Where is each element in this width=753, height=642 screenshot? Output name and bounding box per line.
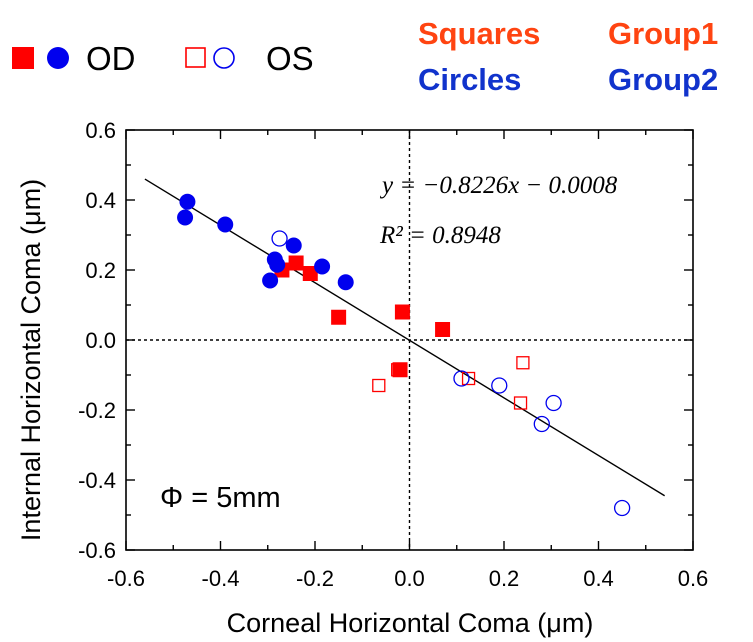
y-tick-label: 0.4: [85, 188, 116, 213]
x-tick-label: 0.2: [489, 566, 520, 591]
circles-label: Circles: [418, 62, 521, 97]
open-square-point: [372, 378, 386, 393]
regression-line: [144, 178, 666, 497]
y-axis-title: Internal Horizontal Coma (μm): [16, 179, 46, 541]
filled-square-point: [435, 322, 451, 337]
fit-line-group: [144, 178, 666, 497]
filled-circle-point: [314, 258, 331, 275]
legend-os-label: OS: [266, 40, 314, 77]
open-square-point: [513, 396, 528, 410]
tick-labels: -0.6 -0.4 -0.2 0.0 0.2 0.4 0.6 0.6 0.4 0.2 0.0 -0.2…: [78, 118, 708, 591]
x-tick-label: 0.0: [394, 566, 425, 591]
filled-square-point: [288, 255, 304, 271]
filled-circle-point: [269, 256, 286, 273]
filled-square-point: [331, 309, 347, 325]
open-square-point: [391, 363, 405, 377]
filled-circle-point: [217, 216, 234, 233]
open-circle-point: [453, 370, 470, 387]
group1-label: Group1: [608, 16, 718, 51]
open-circle-point: [271, 230, 288, 247]
data-points: [177, 193, 631, 517]
ticks: [125, 129, 694, 551]
y-tick-label: 0.2: [85, 258, 116, 283]
filled-circle-point: [262, 272, 279, 289]
y-tick-label: -0.6: [78, 538, 116, 563]
open-circle-point: [613, 499, 631, 517]
legend-od-label: OD: [86, 40, 136, 77]
legend-os-square-marker: [185, 47, 206, 68]
aperture-label: Φ = 5mm: [160, 482, 281, 514]
filled-circle-point: [177, 209, 194, 226]
open-square-point: [461, 371, 476, 386]
regression-equation: y = −0.8226x − 0.0008: [379, 172, 618, 199]
open-circle-point: [491, 377, 508, 394]
open-circle-point: [545, 394, 562, 412]
y-tick-label: 0.6: [85, 118, 116, 143]
x-axis-title: Corneal Horizontal Coma (μm): [227, 608, 594, 638]
open-circle-point: [533, 415, 550, 433]
group2-label: Group2: [608, 62, 718, 97]
filled-square-point: [302, 266, 318, 281]
open-square-point: [516, 356, 530, 370]
legend-os-circle-marker: [213, 47, 235, 69]
filled-circle-point: [285, 237, 302, 254]
x-tick-label: 0.6: [678, 566, 709, 591]
legend-od-circle-marker: [47, 47, 69, 69]
filled-square-point: [394, 304, 410, 320]
x-tick-label: -0.4: [202, 566, 240, 591]
filled-circle-point: [179, 193, 196, 210]
y-tick-label: 0.0: [85, 328, 116, 353]
x-tick-label: -0.2: [296, 566, 334, 591]
x-tick-label: 0.4: [583, 566, 614, 591]
filled-circle-point: [337, 274, 354, 291]
squares-label: Squares: [418, 16, 540, 51]
filled-square-point: [392, 362, 408, 378]
legend-od-square-marker: [12, 47, 34, 69]
y-tick-label: -0.2: [78, 398, 116, 423]
group-key: Squares Group1 Circles Group2: [418, 16, 718, 97]
x-tick-label: -0.6: [107, 566, 145, 591]
y-tick-label: -0.4: [78, 468, 116, 493]
legend: OD OS: [12, 40, 314, 77]
r-squared-label: R² = 0.8948: [379, 222, 501, 249]
